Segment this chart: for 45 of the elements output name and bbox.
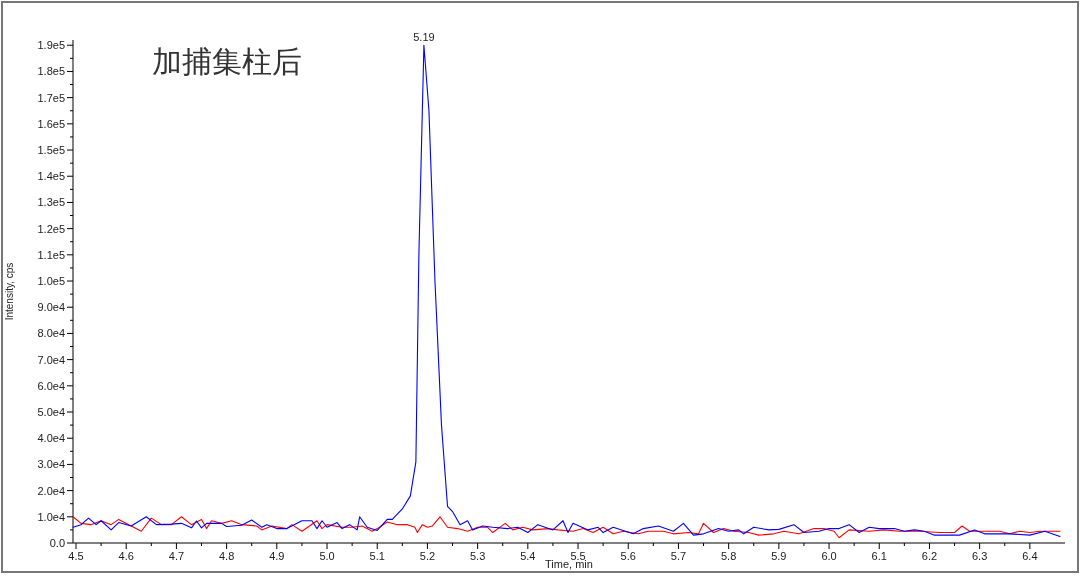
y-tick-label: 1.1e5 [37, 248, 65, 261]
x-tick-label: 5.2 [419, 550, 436, 562]
y-tick-label: 6.0e4 [37, 379, 65, 392]
x-tick-label: 4.7 [168, 550, 185, 562]
x-tick-label: 5.5 [570, 550, 586, 562]
y-tick-label: 1.3e5 [37, 196, 65, 209]
x-tick-label: 5.1 [369, 550, 385, 562]
y-tick-label: 1.7e5 [37, 91, 65, 104]
x-tick-label: 4.9 [269, 550, 285, 562]
y-tick-label: 1.6e5 [37, 117, 65, 130]
y-tick-label: 2.0e4 [37, 484, 65, 497]
x-tick-label: 6.1 [871, 550, 887, 562]
x-tick-label: 4.8 [218, 550, 235, 562]
x-tick-label: 6.4 [1022, 550, 1038, 562]
x-tick-label: 5.0 [319, 550, 335, 562]
y-tick-label: 1.8e5 [37, 65, 65, 78]
y-axis-title: Intensity, cps [4, 262, 15, 321]
annotation: 5.19 [413, 31, 435, 44]
x-tick-label: 5.6 [620, 550, 636, 562]
x-tick-label: 5.3 [469, 550, 486, 562]
y-tick-label: 0.0 [49, 537, 65, 549]
y-tick-label: 1.5e5 [37, 144, 65, 157]
line-series [72, 44, 1061, 537]
y-tick-label: 9.0e4 [37, 301, 65, 314]
x-tick-label: 4.5 [68, 550, 84, 562]
y-tick-label: 5.0e4 [37, 406, 65, 419]
y-tick-label: 8.0e4 [37, 327, 65, 340]
x-tick-label: 5.9 [771, 550, 787, 562]
x-tick-label: 5.7 [670, 550, 687, 562]
y-tick-label: 7.0e4 [37, 353, 65, 366]
y-tick-label: 1.0e4 [37, 510, 65, 523]
x-tick-label: 6.2 [921, 550, 938, 562]
x-tick-label: 4.6 [118, 550, 134, 562]
line-series [72, 516, 1061, 539]
y-tick-label: 1.0e5 [37, 275, 65, 288]
x-tick-label: 6.3 [972, 550, 988, 562]
y-tick-label: 1.9e5 [37, 39, 65, 52]
y-tick-label: 1.4e5 [37, 170, 65, 183]
y-tick-label: 1.2e5 [37, 222, 65, 235]
x-tick-label: 5.4 [520, 550, 536, 562]
y-tick-label: 4.0e4 [37, 432, 65, 445]
x-tick-label: 6.0 [821, 550, 837, 562]
x-tick-label: 5.8 [721, 550, 737, 562]
chart-title: 加捕集柱后 [152, 45, 302, 78]
y-tick-label: 3.0e4 [37, 458, 65, 471]
